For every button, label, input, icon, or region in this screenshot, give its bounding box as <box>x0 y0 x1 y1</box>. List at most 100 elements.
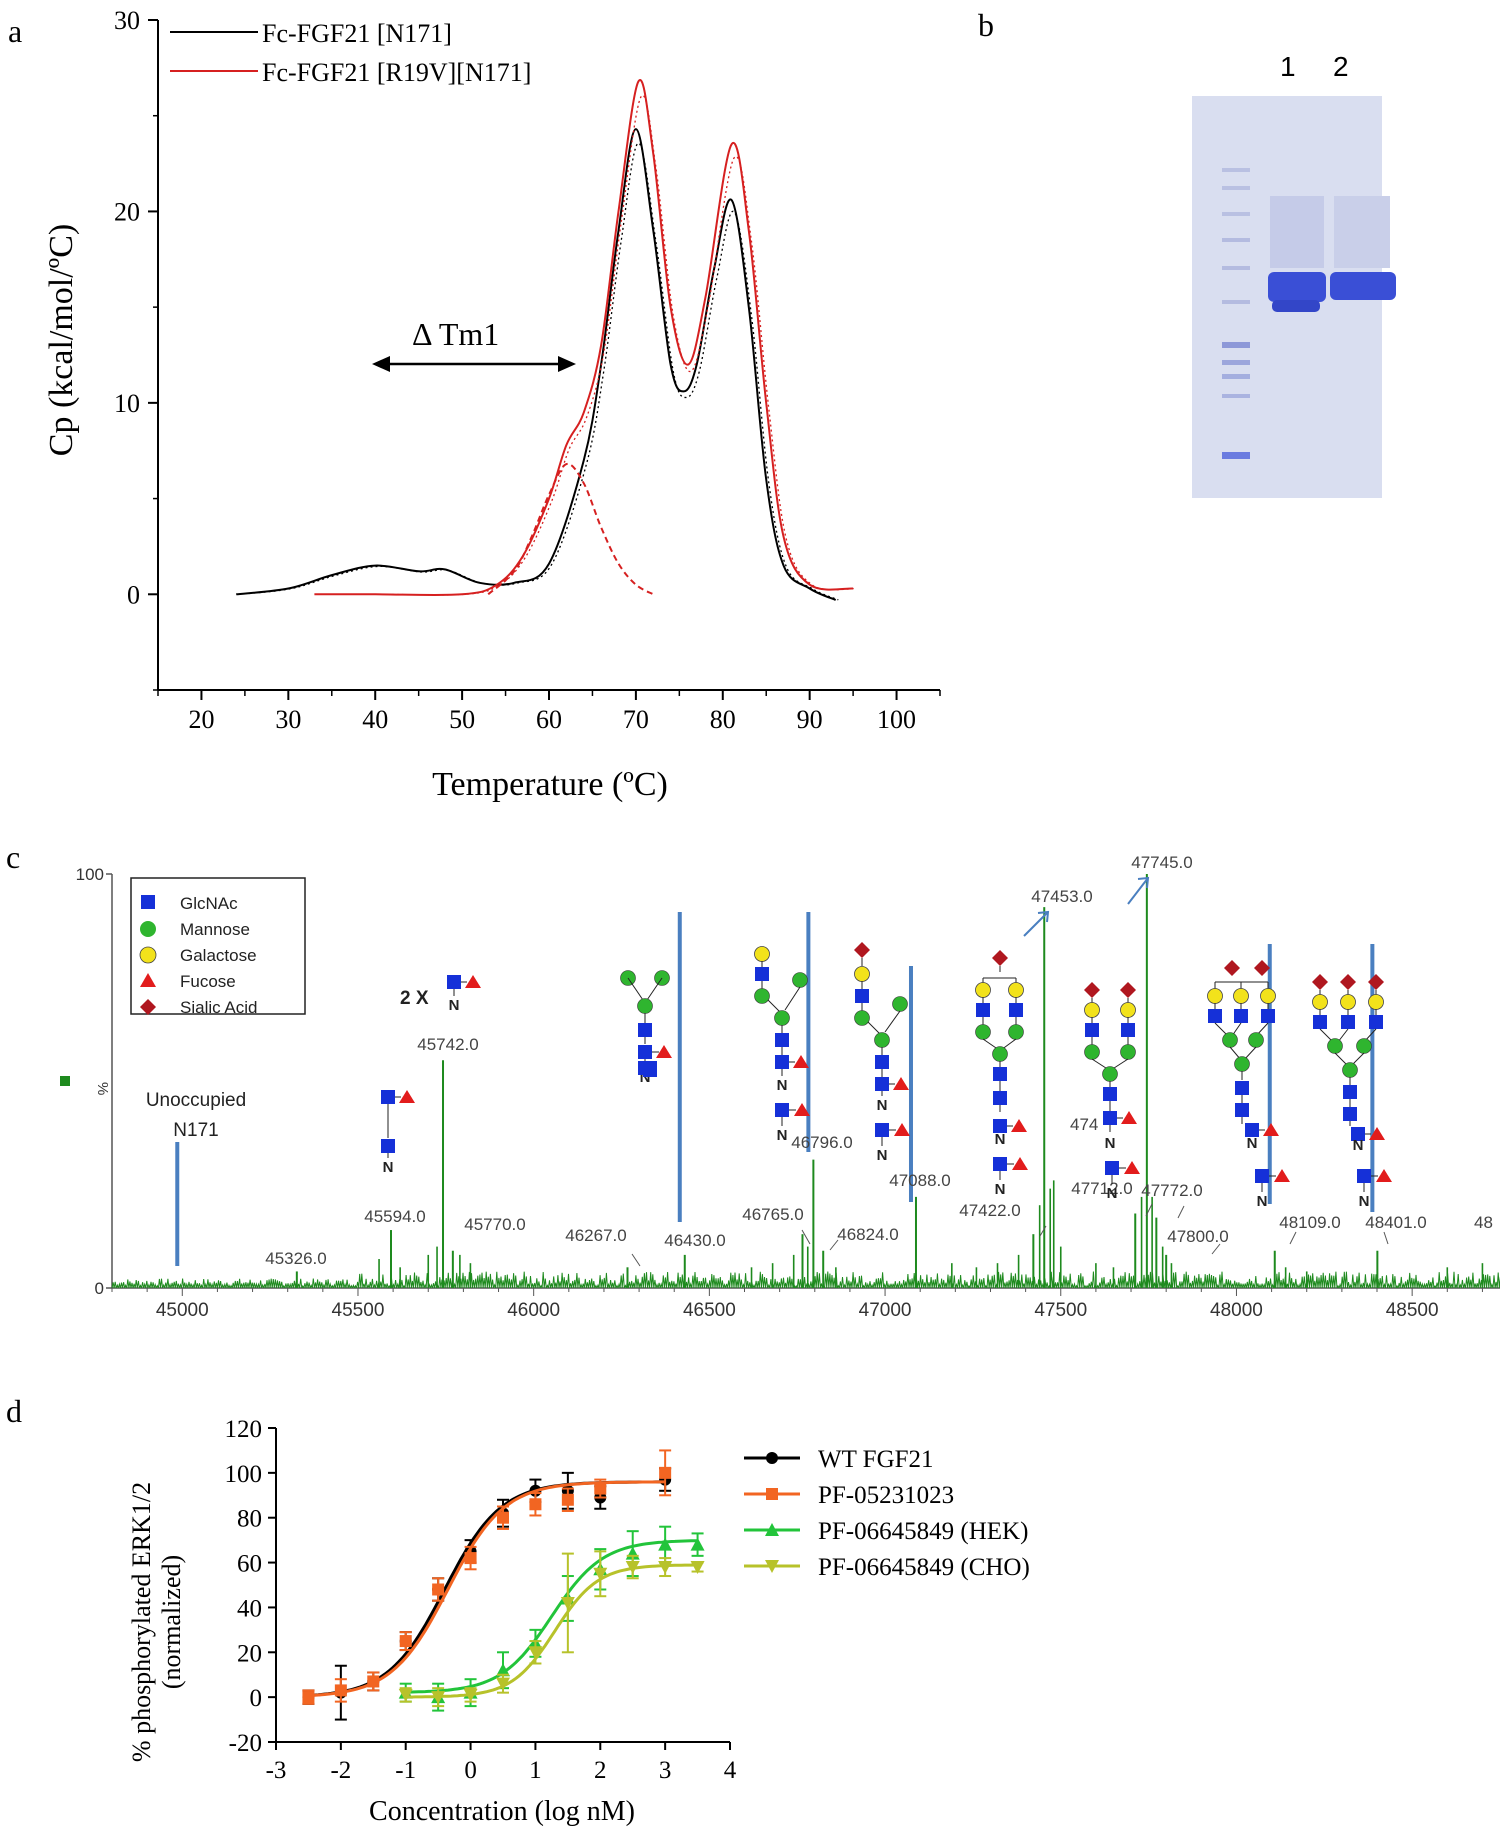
asparagine-label: N <box>1353 1137 1364 1154</box>
data-point <box>496 1663 510 1677</box>
fucose-icon <box>1121 1111 1137 1124</box>
galactose-icon <box>1233 988 1249 1004</box>
gel-lane-2 <box>1330 196 1396 300</box>
glcnac-icon <box>755 967 769 981</box>
fucose-icon <box>656 1045 672 1058</box>
fucose-icon <box>1124 1161 1140 1174</box>
sialic-acid-icon <box>1340 974 1356 990</box>
mannose-icon <box>1356 1038 1372 1054</box>
peak-label-clipped: 48 <box>1474 1213 1493 1232</box>
peak-arrow <box>1023 911 1049 937</box>
data-point <box>367 1675 380 1688</box>
glcnac-icon <box>381 1139 395 1153</box>
panel-a-series-line <box>487 462 654 596</box>
panel-a-ytick-label: 10 <box>114 389 140 418</box>
glcnac-icon <box>775 1033 789 1047</box>
fucose-icon <box>465 975 481 988</box>
panel-label-b: b <box>978 7 994 43</box>
panel-c-axes: 0 100 45000 45500 46000 46500 47000 47500 48000 4… <box>76 865 1500 1321</box>
panel-c-xtick-label: 45500 <box>332 1300 385 1321</box>
asparagine-label: N <box>640 1069 651 1086</box>
fucose-icon <box>893 1077 909 1090</box>
glcnac-icon <box>1245 1123 1259 1137</box>
fucose-icon <box>1012 1157 1028 1170</box>
panel-c-spectrum <box>111 874 1500 1289</box>
panel-label-c: c <box>6 839 20 875</box>
panel-a-ytick-label: 20 <box>114 197 140 226</box>
data-point <box>432 1583 445 1596</box>
data-point <box>659 1466 672 1479</box>
data-point <box>464 1552 477 1565</box>
data-point <box>560 1596 575 1610</box>
peak-label: 45770.0 <box>464 1215 525 1234</box>
peak-label: 46765.0 <box>742 1205 803 1224</box>
fit-curve <box>405 1539 698 1694</box>
glcnac-icon <box>993 1119 1007 1133</box>
asparagine-label: N <box>995 1181 1006 1198</box>
panel-a-replicate-line <box>238 142 839 601</box>
mannose-icon <box>1120 1044 1136 1060</box>
glcnac-icon <box>1103 1087 1117 1101</box>
mannose-icon <box>792 972 808 988</box>
peak-label: 47712.0 <box>1071 1179 1132 1198</box>
asparagine-label: N <box>1105 1135 1116 1152</box>
mannose-icon <box>1342 1062 1358 1078</box>
glcnac-icon <box>875 1055 889 1069</box>
panel-c-xtick-label: 46500 <box>683 1300 736 1321</box>
fucose-icon <box>1369 1127 1385 1140</box>
sialic-acid-icon <box>854 942 870 958</box>
n171-label: N171 <box>173 1120 218 1141</box>
data-point <box>690 1537 705 1551</box>
peak-label: 47745.0 <box>1131 853 1192 872</box>
galactose-icon <box>754 946 770 962</box>
fucose-icon <box>1263 1123 1279 1136</box>
glcnac-icon <box>1255 1169 1269 1183</box>
panel-a-series-line <box>236 128 837 601</box>
panel-c-xtick-label: 47000 <box>859 1300 912 1321</box>
peak-label: 48109.0 <box>1279 1213 1340 1232</box>
fucose-icon <box>140 973 156 987</box>
sialic-acid-icon <box>1224 960 1240 976</box>
mannose-icon <box>637 998 653 1014</box>
glcnac-icon <box>1105 1161 1119 1175</box>
fit-curve <box>308 1480 666 1698</box>
unoccupied-label: Unoccupied <box>146 1090 246 1111</box>
delta-tm-arrow <box>372 356 576 372</box>
panel-d-xtick-label: 2 <box>594 1757 607 1784</box>
sialic-acid-icon <box>140 999 156 1015</box>
glcnac-icon <box>1357 1169 1371 1183</box>
glcnac-icon <box>1341 1015 1355 1029</box>
spectrum-marker-icon <box>60 1076 70 1086</box>
panel-b-gel: b 1 2 <box>978 7 1396 498</box>
peak-leader <box>631 1253 641 1267</box>
asparagine-label: N <box>1257 1193 1268 1210</box>
panel-a-dsc-chart: a 0 10 20 30 20 30 40 50 60 70 80 90 100 Fc-FGF21 [N… <box>8 6 941 803</box>
panel-d-xtick-label: 4 <box>724 1757 737 1784</box>
asparagine-label: N <box>383 1159 394 1176</box>
panel-a-xlabel: Temperature (ºC) <box>432 766 668 803</box>
glcnac-icon <box>775 1103 789 1117</box>
mannose-icon <box>874 1032 890 1048</box>
fucose-icon <box>1376 1169 1392 1182</box>
legend-mannose: Mannose <box>180 920 250 939</box>
gel-ladder <box>1222 168 1250 459</box>
glcnac-icon <box>993 1157 1007 1171</box>
data-point <box>529 1498 542 1511</box>
galactose-icon <box>1260 988 1276 1004</box>
peak-leader <box>829 1239 839 1251</box>
panel-d-series <box>302 1449 705 1721</box>
peak-leader <box>1177 1205 1185 1219</box>
panel-d-dose-response: d -20 0 20 40 60 80 100 120 -3 -2 -1 0 1 2 3 4 % phosph… <box>6 1393 1030 1827</box>
peak-label: 48401.0 <box>1365 1213 1426 1232</box>
asparagine-label: N <box>449 997 460 1014</box>
peak-leader <box>1289 1231 1297 1245</box>
glcnac-icon <box>1351 1127 1365 1141</box>
gel-lane-label-2: 2 <box>1333 51 1349 82</box>
data-point <box>765 1523 779 1536</box>
gel-lane-1 <box>1268 196 1326 312</box>
mannose-icon <box>1222 1032 1238 1048</box>
glcnac-icon <box>1208 1009 1222 1023</box>
panel-d-ytick-label: 20 <box>237 1640 262 1667</box>
panel-c-ytick-label: 0 <box>95 1279 104 1298</box>
panel-label-d: d <box>6 1393 22 1429</box>
